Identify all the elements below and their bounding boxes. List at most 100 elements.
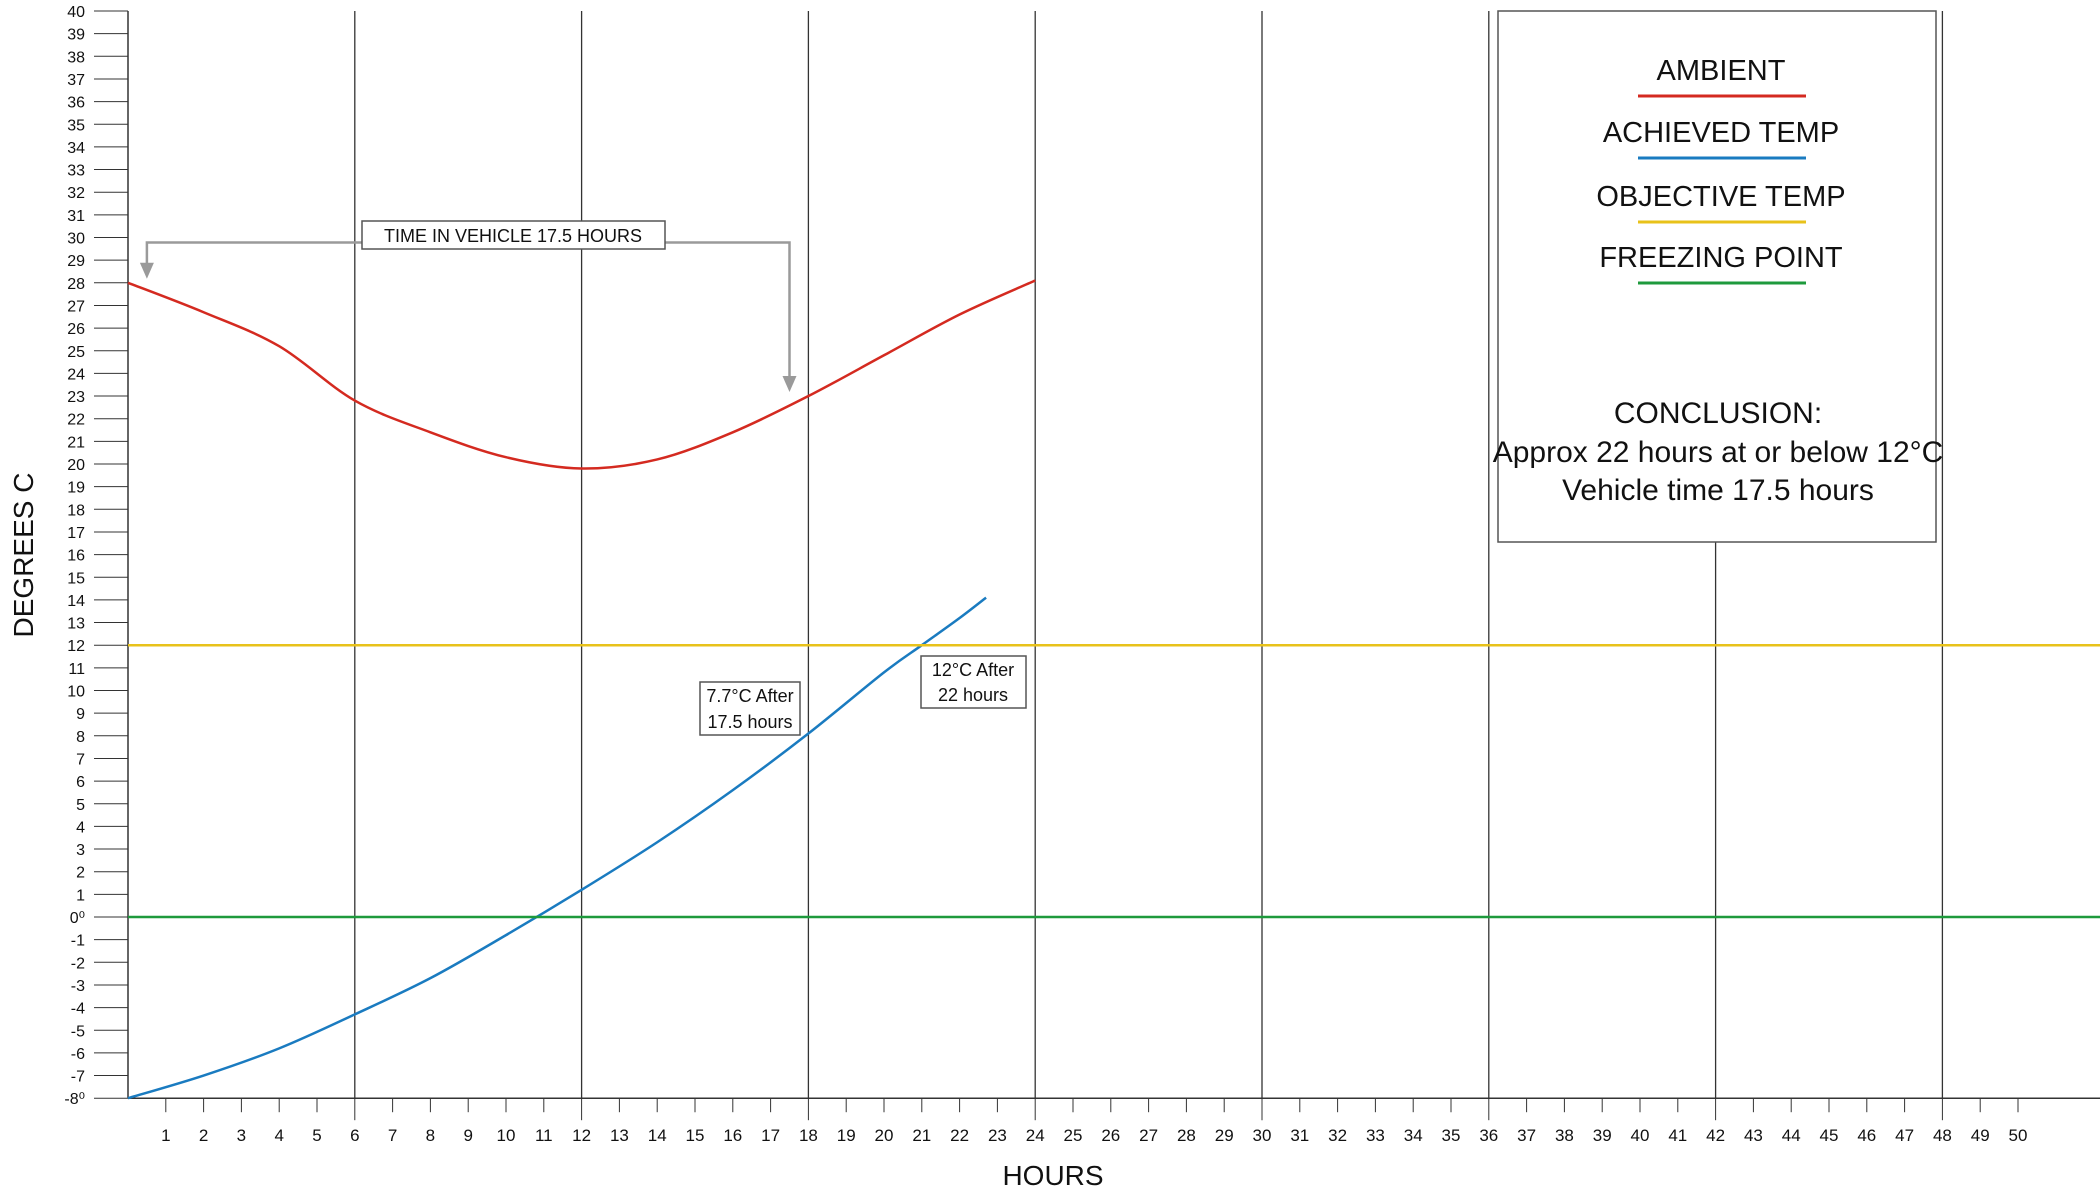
x-tick-label-32: 32 (1328, 1126, 1347, 1145)
y-tick-label-27: 27 (67, 298, 85, 315)
y-tick-label-13: 13 (67, 616, 85, 633)
x-tick-label-9: 9 (463, 1126, 472, 1145)
y-tick-label--5: -5 (71, 1023, 85, 1040)
vehicle-time-label: TIME IN VEHICLE 17.5 HOURS (384, 226, 642, 246)
x-tick-label-7: 7 (388, 1126, 397, 1145)
y-tick-label-8: 8 (76, 729, 85, 746)
y-tick-label-17: 17 (67, 525, 85, 542)
y-tick-label-39: 39 (67, 27, 85, 44)
x-tick-label-39: 39 (1593, 1126, 1612, 1145)
legend-label-objective-temp: OBJECTIVE TEMP (1596, 181, 1845, 213)
y-tick-label-21: 21 (67, 434, 85, 451)
y-tick-label-33: 33 (67, 163, 85, 180)
x-tick-label-3: 3 (237, 1126, 246, 1145)
x-tick-label-37: 37 (1517, 1126, 1536, 1145)
x-tick-label-15: 15 (686, 1126, 705, 1145)
y-tick-label--1: -1 (71, 933, 85, 950)
callout-12c: 12°C After 22 hours (920, 655, 1027, 709)
conclusion-line-1: Approx 22 hours at or below 12°C (1493, 436, 1944, 469)
legend-label-achieved-temp: ACHIEVED TEMP (1603, 117, 1839, 149)
x-tick-label-41: 41 (1668, 1126, 1687, 1145)
y-tick-label-12: 12 (67, 638, 85, 655)
x-tick-label-13: 13 (610, 1126, 629, 1145)
x-tick-label-20: 20 (875, 1126, 894, 1145)
x-tick-label-47: 47 (1895, 1126, 1914, 1145)
x-tick-label-21: 21 (912, 1126, 931, 1145)
x-tick-label-16: 16 (723, 1126, 742, 1145)
x-tick-label-28: 28 (1177, 1126, 1196, 1145)
vehicle-time-box (361, 220, 666, 250)
y-tick-label-28: 28 (67, 276, 85, 293)
y-tick-label-18: 18 (67, 502, 85, 519)
y-tick-label-2: 2 (76, 865, 85, 882)
y-tick-label--7: -7 (71, 1069, 85, 1086)
y-tick-label-40: 40 (67, 4, 85, 21)
x-tick-label-29: 29 (1215, 1126, 1234, 1145)
x-tick-label-8: 8 (426, 1126, 435, 1145)
callout-1-line-2: 17.5 hours (707, 712, 792, 732)
series-layer (127, 279, 2100, 1100)
x-tick-label-26: 26 (1101, 1126, 1120, 1145)
callout-2-line-2: 22 hours (938, 685, 1008, 705)
x-axis: 1 2 3 4 5 6 7 8 9 10 11 12 13 14 15 16 17 18 19 20 21 22 23 24 2… (128, 1097, 2100, 1145)
legend-label-ambient: AMBIENT (1657, 55, 1786, 87)
y-tick-label-29: 29 (67, 253, 85, 270)
legend-box: AMBIENT ACHIEVED TEMP OBJECTIVE TEMP FREEZI… (1493, 10, 1944, 543)
y-tick-label-3: 3 (76, 842, 85, 859)
legend-label-freezing-point: FREEZING POINT (1599, 242, 1843, 274)
arrowhead-left (139, 262, 154, 279)
y-tick-label-22: 22 (67, 412, 85, 429)
callout-7-7c: 7.7°C After 17.5 hours (699, 681, 801, 736)
x-tick-label-30: 30 (1253, 1126, 1272, 1145)
x-tick-label-36: 36 (1479, 1126, 1498, 1145)
y-tick-label-16: 16 (67, 548, 85, 565)
callout-1-line-1: 7.7°C After (706, 686, 793, 706)
x-tick-label-6: 6 (350, 1126, 359, 1145)
y-tick-label--6: -6 (71, 1046, 85, 1063)
x-tick-label-23: 23 (988, 1126, 1007, 1145)
y-tick-label-14: 14 (67, 593, 85, 610)
x-axis-title: HOURS (1002, 1160, 1103, 1191)
y-tick-label-25: 25 (67, 344, 85, 361)
y-tick-label-6: 6 (76, 774, 85, 791)
x-tick-label-49: 49 (1971, 1126, 1990, 1145)
callout-2-line-1: 12°C After (932, 660, 1014, 680)
y-tick-label-31: 31 (67, 208, 85, 225)
x-tick-label-11: 11 (535, 1126, 553, 1145)
y-tick-label-10: 10 (67, 684, 85, 701)
x-tick-label-27: 27 (1139, 1126, 1158, 1145)
y-tick-label-20: 20 (67, 457, 85, 474)
y-axis: 4039383736353433323130292827262524232221… (64, 4, 129, 1108)
x-tick-label-48: 48 (1933, 1126, 1952, 1145)
series-line-achieved-temp (127, 596, 987, 1100)
y-tick-label--2: -2 (71, 955, 85, 972)
y-tick-label-34: 34 (67, 140, 85, 157)
x-tick-label-1: 1 (161, 1126, 170, 1145)
bracket-left-arrow-line (145, 241, 362, 267)
x-tick-label-45: 45 (1820, 1126, 1839, 1145)
y-tick-label-4: 4 (76, 819, 85, 836)
y-tick-label-9: 9 (76, 706, 85, 723)
x-tick-label-50: 50 (2009, 1126, 2028, 1145)
y-tick-label-36: 36 (67, 95, 85, 112)
x-tick-label-33: 33 (1366, 1126, 1385, 1145)
y-tick-label-30: 30 (67, 231, 85, 248)
x-tick-label-5: 5 (312, 1126, 321, 1145)
x-tick-label-4: 4 (274, 1126, 283, 1145)
x-tick-label-17: 17 (761, 1126, 780, 1145)
y-tick-label-38: 38 (67, 49, 85, 66)
x-tick-label-43: 43 (1744, 1126, 1763, 1145)
x-tick-label-12: 12 (572, 1126, 591, 1145)
x-tick-label-46: 46 (1857, 1126, 1876, 1145)
y-tick-label-5: 5 (76, 797, 85, 814)
y-tick-label--4: -4 (71, 1001, 85, 1018)
x-tick-label-19: 19 (837, 1126, 856, 1145)
x-tick-label-40: 40 (1631, 1126, 1650, 1145)
x-tick-label-18: 18 (799, 1126, 818, 1145)
y-tick-label--8: -8⁰ (64, 1091, 85, 1108)
x-tick-label-31: 31 (1290, 1126, 1309, 1145)
x-tick-label-44: 44 (1782, 1126, 1801, 1145)
bracket-right-arrow-line (665, 241, 791, 381)
y-tick-label-37: 37 (67, 72, 85, 89)
